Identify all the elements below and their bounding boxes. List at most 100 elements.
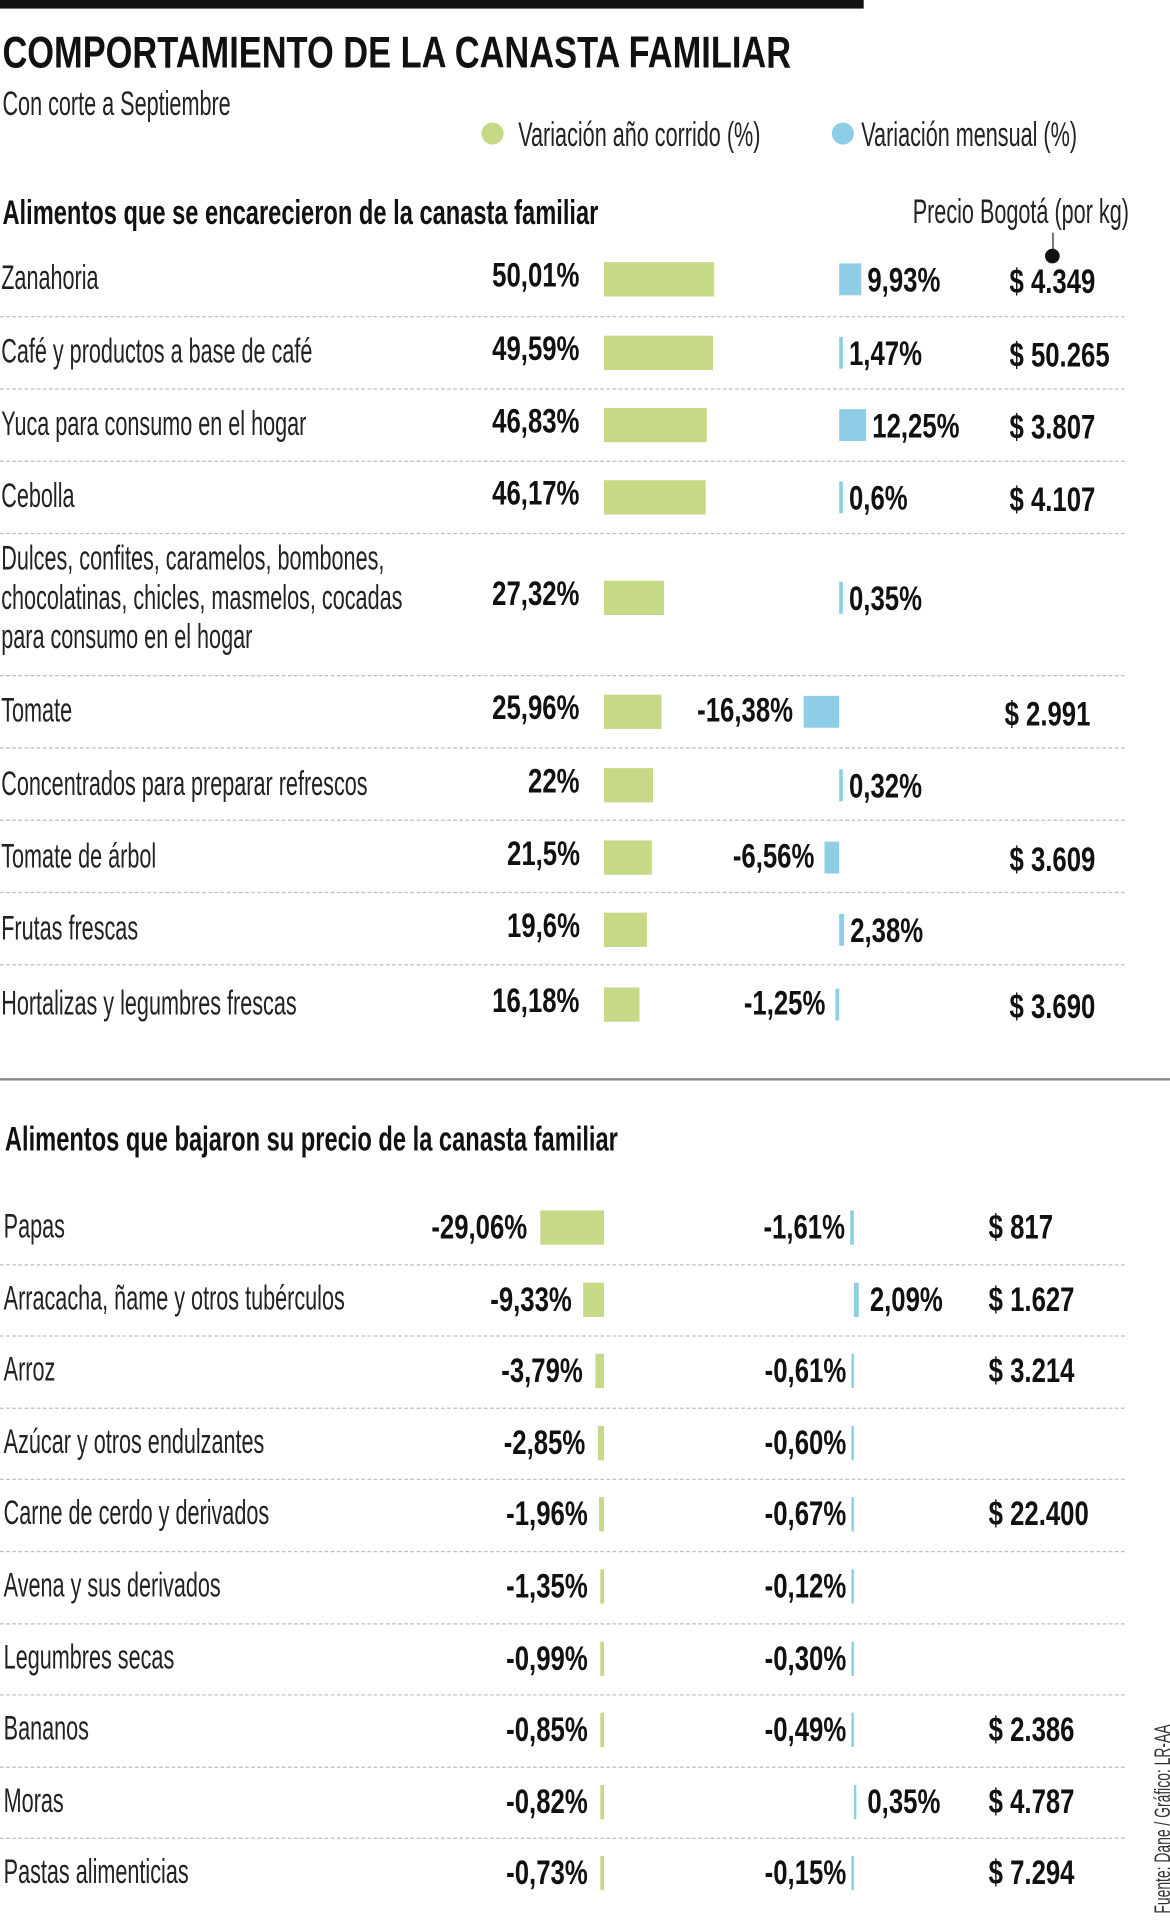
row-label: Yuca para consumo en el hogar: [1, 403, 307, 442]
price: $ 817: [988, 1207, 1054, 1246]
bar-mensual: [851, 1426, 854, 1461]
value-anio: 50,01%: [492, 255, 580, 294]
row-divider: [0, 532, 1125, 535]
row-label: Concentrados para preparar refrescos: [1, 763, 368, 802]
value-anio: 21,5%: [506, 833, 580, 872]
row-divider: [0, 891, 1125, 894]
row-label: Dulces, confites, caramelos, bombones, c…: [1, 539, 403, 656]
value-mensual: -16,38%: [697, 690, 794, 729]
price-pointer-dot: [1045, 248, 1060, 264]
bar-anio: [603, 335, 714, 370]
value-anio: -9,33%: [489, 1279, 572, 1318]
price: $ 3.807: [1009, 407, 1096, 446]
row-label: Arroz: [3, 1349, 56, 1388]
bar-mensual: [824, 841, 840, 874]
bar-mensual: [851, 1497, 854, 1532]
value-anio: 46,83%: [492, 401, 580, 440]
bar-anio: [600, 1569, 604, 1604]
row-label: Café y productos a base de café: [1, 331, 313, 370]
row-label: Legumbres secas: [3, 1637, 175, 1676]
price: $ 2.386: [988, 1709, 1075, 1748]
row-divider: [0, 1623, 1125, 1625]
bar-anio: [600, 1784, 604, 1820]
bar-mensual: [851, 1641, 854, 1676]
bar-anio: [595, 1353, 604, 1389]
row-divider: [0, 747, 1125, 749]
value-mensual: -6,56%: [733, 836, 815, 875]
value-anio: 46,17%: [492, 473, 580, 512]
bar-mensual: [851, 1353, 854, 1389]
bar-mensual: [839, 581, 843, 614]
row-label: Tomate de árbol: [1, 836, 157, 875]
value-mensual: 9,93%: [867, 260, 941, 299]
price-pointer-line: [1052, 232, 1054, 255]
price: $ 7.294: [988, 1853, 1075, 1892]
legend-label-anio: Variación año corrido (%): [518, 115, 761, 154]
row-label: Hortalizas y legumbres frescas: [1, 983, 297, 1022]
bar-mensual: [839, 913, 845, 946]
row-label: Pastas alimenticias: [3, 1851, 189, 1890]
row-divider: [0, 460, 1125, 462]
bar-anio: [603, 694, 662, 729]
value-anio: -0,85%: [506, 1709, 589, 1748]
bar-mensual: [851, 1712, 854, 1747]
price: $ 3.609: [1009, 839, 1096, 878]
value-anio: -1,35%: [506, 1566, 589, 1605]
price: $ 4.349: [1009, 261, 1096, 300]
bar-mensual: [839, 409, 867, 442]
row-divider: [0, 819, 1125, 821]
value-anio: -0,82%: [506, 1782, 589, 1821]
price: $ 3.690: [1009, 986, 1096, 1025]
legend-dot-anio: [481, 122, 504, 145]
row-divider: [0, 316, 1125, 318]
value-mensual: 0,6%: [848, 478, 908, 517]
value-mensual: 12,25%: [872, 406, 960, 445]
row-divider: [0, 1766, 1125, 1768]
row-divider: [0, 1837, 1125, 1839]
value-mensual: 2,09%: [869, 1279, 943, 1318]
row-label: Moras: [3, 1780, 64, 1819]
row-label: Bananos: [3, 1708, 89, 1747]
bar-anio: [600, 1856, 604, 1891]
section-title-down: Alimentos que bajaron su precio de la ca…: [4, 1119, 618, 1158]
row-divider: [0, 1550, 1125, 1553]
row-divider: [0, 1407, 1125, 1409]
price-header: Precio Bogotá (por kg): [912, 192, 1129, 231]
row-label: Papas: [3, 1206, 65, 1245]
value-mensual: 0,32%: [848, 766, 922, 805]
bar-anio: [603, 840, 652, 875]
value-mensual: -1,25%: [744, 983, 826, 1022]
bar-mensual: [851, 1569, 854, 1604]
bar-anio: [603, 987, 640, 1022]
section-separator: [0, 1078, 1170, 1080]
legend-label-mensual: Variación mensual (%): [861, 115, 1078, 154]
value-anio: 19,6%: [506, 906, 580, 945]
row-label: Cebolla: [1, 476, 75, 515]
section-title-up: Alimentos que se encarecieron de la cana…: [2, 193, 599, 232]
value-anio: -0,99%: [506, 1638, 589, 1677]
subtitle: Con corte a Septiembre: [2, 84, 231, 123]
bar-mensual: [835, 988, 840, 1021]
bar-mensual: [839, 769, 843, 802]
bar-mensual: [853, 1282, 859, 1317]
value-mensual: 0,35%: [867, 1782, 941, 1821]
row-divider: [0, 1264, 1125, 1266]
bar-anio: [539, 1210, 604, 1245]
price: $ 50.265: [1009, 335, 1110, 374]
row-label: Tomate: [1, 690, 73, 729]
value-mensual: -1,61%: [763, 1207, 846, 1246]
row-label: Frutas frescas: [1, 908, 139, 947]
value-anio: 16,18%: [492, 980, 580, 1019]
bar-anio: [583, 1282, 604, 1317]
price: $ 4.787: [988, 1782, 1075, 1821]
value-mensual: -0,15%: [765, 1853, 847, 1892]
row-divider: [0, 675, 1125, 677]
bar-anio: [597, 1426, 604, 1461]
value-mensual: -0,12%: [765, 1566, 847, 1605]
row-label: Carne de cerdo y derivados: [3, 1492, 270, 1531]
value-anio: -29,06%: [431, 1207, 528, 1246]
row-label: Avena y sus derivados: [3, 1565, 221, 1604]
price: $ 2.991: [1004, 694, 1091, 733]
row-divider: [0, 1478, 1125, 1480]
value-anio: 25,96%: [492, 688, 580, 726]
